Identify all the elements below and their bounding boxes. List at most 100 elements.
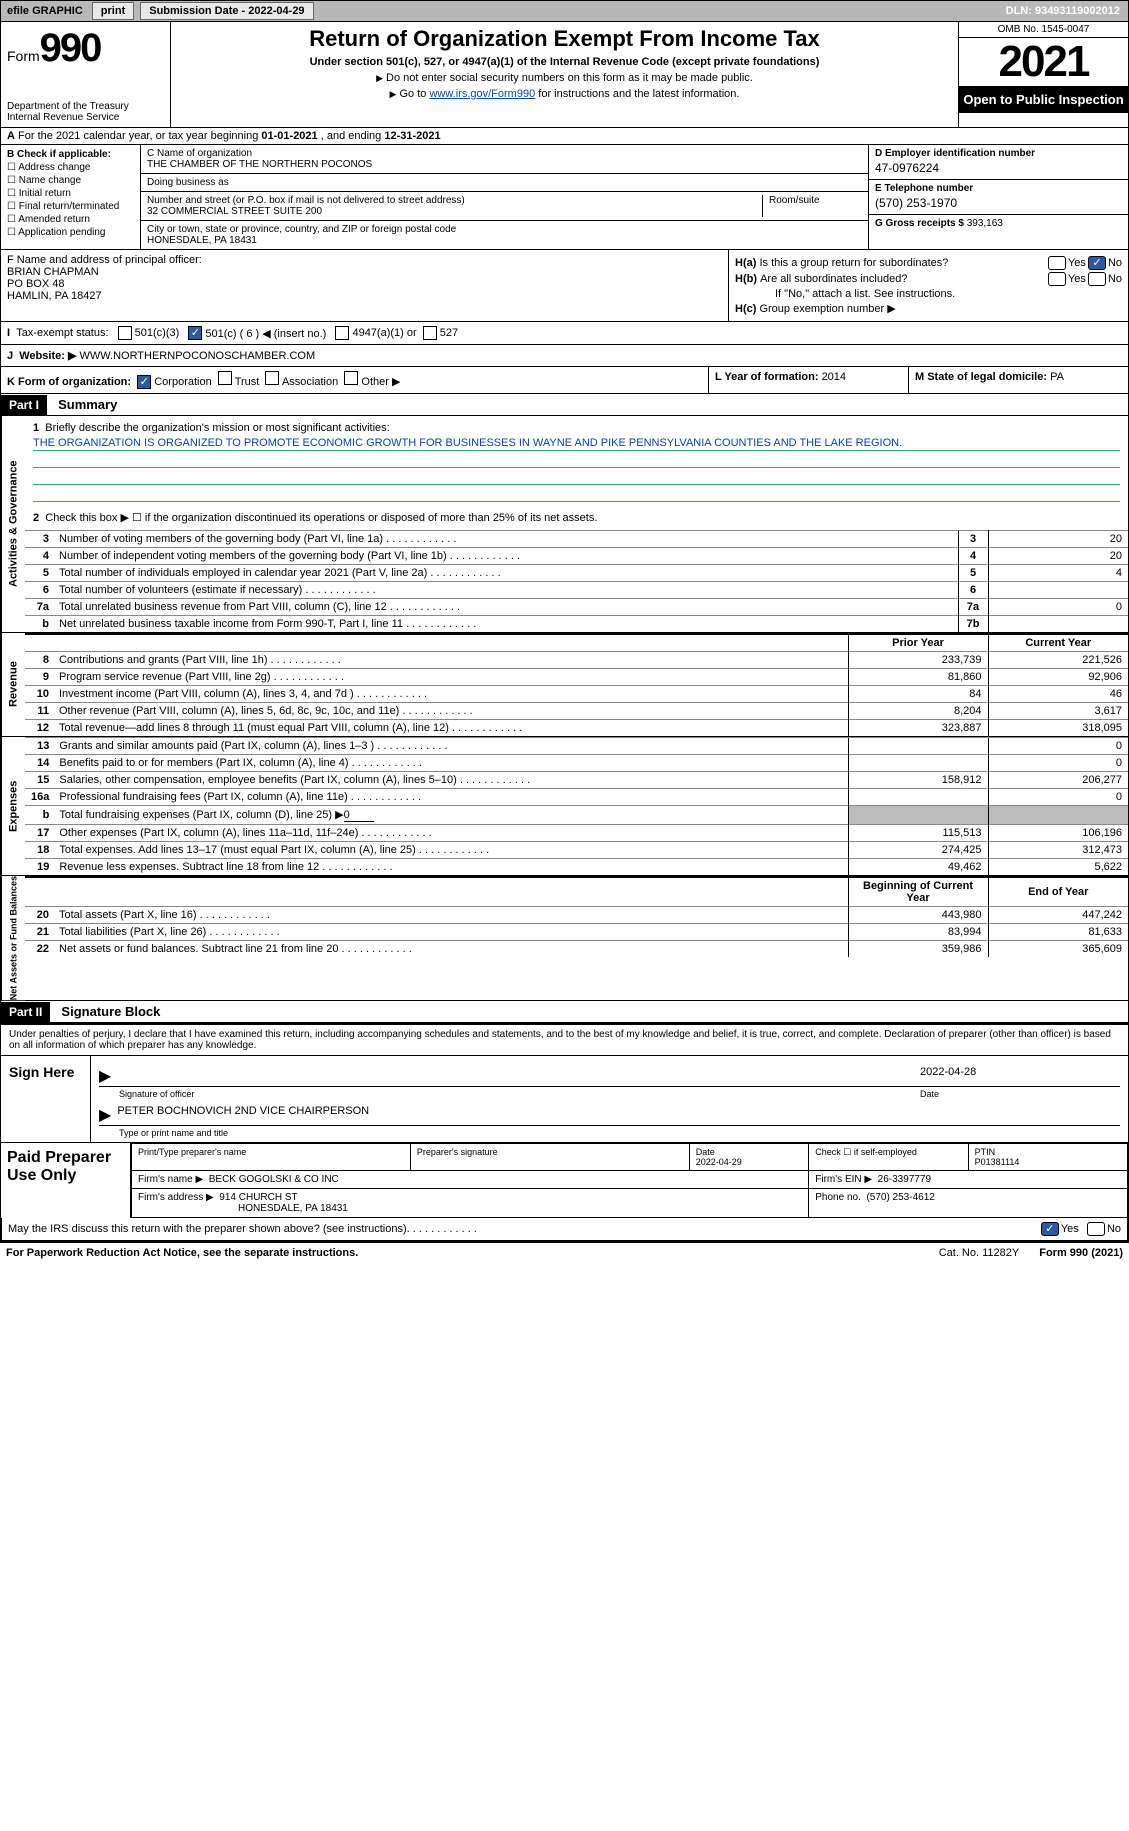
- cb-initial-return[interactable]: ☐ Initial return: [7, 188, 134, 199]
- preparer-block: Paid Preparer Use Only Print/Type prepar…: [1, 1142, 1128, 1218]
- officer-name-label: Type or print name and title: [119, 1128, 1120, 1138]
- firm-addr-label: Firm's address ▶: [138, 1192, 214, 1203]
- firm-addr2: HONESDALE, PA 18431: [238, 1203, 348, 1214]
- dln-box: DLN: 93493119002012: [1006, 5, 1128, 17]
- boy-header: Beginning of Current Year: [848, 877, 988, 907]
- officer-sig-labels: Signature of officer Date: [99, 1089, 1120, 1099]
- print-button[interactable]: print: [92, 2, 134, 20]
- cb-name-change[interactable]: ☐ Name change: [7, 175, 134, 186]
- org-name-label: C Name of organization: [147, 148, 862, 159]
- table-row: 9 Program service revenue (Part VIII, li…: [25, 669, 1128, 686]
- chk-527[interactable]: [423, 326, 437, 340]
- prior-year-header: Prior Year: [848, 634, 988, 652]
- table-row: 3 Number of voting members of the govern…: [25, 531, 1128, 548]
- form-ref: Form 990 (2021): [1039, 1247, 1123, 1259]
- hc-row: H(c) Group exemption number ▶: [735, 302, 1122, 315]
- preparer-row2: Firm's name ▶ BECK GOGOLSKI & CO INC Fir…: [132, 1171, 1128, 1189]
- net-header-row: Beginning of Current Year End of Year: [25, 877, 1128, 907]
- perjury-declaration: Under penalties of perjury, I declare th…: [1, 1025, 1128, 1055]
- table-row: 16aProfessional fundraising fees (Part I…: [25, 789, 1128, 806]
- submission-date-label: Submission Date -: [149, 5, 248, 17]
- firm-phone-label: Phone no.: [815, 1192, 861, 1203]
- officer-sig-line: ▶ 2022-04-28: [99, 1066, 1120, 1087]
- table-row: bTotal fundraising expenses (Part IX, co…: [25, 806, 1128, 825]
- dba-cell: Doing business as: [141, 174, 868, 192]
- block-fh: F Name and address of principal officer:…: [0, 250, 1129, 322]
- goto-note: Go to www.irs.gov/Form990 for instructio…: [179, 88, 950, 100]
- discuss-yes-checkbox[interactable]: [1041, 1222, 1059, 1236]
- opt-trust: Trust: [235, 376, 260, 388]
- part1-header-row: Part I Summary: [0, 394, 1129, 416]
- prep-date-label: Date: [696, 1147, 715, 1157]
- chk-trust[interactable]: [218, 371, 232, 385]
- table-row: 8 Contributions and grants (Part VIII, l…: [25, 652, 1128, 669]
- efile-topbar: efile GRAPHIC print Submission Date - 20…: [0, 0, 1129, 22]
- street-value: 32 COMMERCIAL STREET SUITE 200: [147, 206, 762, 217]
- street-cell: Number and street (or P.O. box if mail i…: [141, 192, 868, 221]
- chk-association[interactable]: [265, 371, 279, 385]
- phone-cell: E Telephone number (570) 253-1970: [869, 180, 1128, 215]
- col-b-checkboxes: B Check if applicable: ☐ Address change …: [1, 145, 141, 249]
- firm-addr1: 914 CHURCH ST: [219, 1192, 297, 1203]
- sign-right: ▶ 2022-04-28 Signature of officer Date ▶…: [91, 1056, 1128, 1142]
- hb-no-checkbox[interactable]: [1088, 272, 1106, 286]
- ssn-note: Do not enter social security numbers on …: [179, 72, 950, 84]
- col-c-org-info: C Name of organization THE CHAMBER OF TH…: [141, 145, 868, 249]
- table-row: 22 Net assets or fund balances. Subtract…: [25, 941, 1128, 958]
- submission-date-value: 2022-04-29: [248, 5, 304, 17]
- form-number: 990: [40, 26, 101, 70]
- form-header: Form990 Department of the Treasury Inter…: [0, 22, 1129, 128]
- net-content: Beginning of Current Year End of Year 20…: [25, 876, 1128, 1000]
- ha-no-checkbox[interactable]: [1088, 256, 1106, 270]
- hb-label: Are all subordinates included?: [760, 273, 1046, 285]
- chk-501c[interactable]: [188, 326, 202, 340]
- tax-status-label: Tax-exempt status:: [16, 327, 108, 339]
- col-f-officer: F Name and address of principal officer:…: [1, 250, 728, 321]
- cb-application-pending[interactable]: ☐ Application pending: [7, 227, 134, 238]
- discuss-yes-label: Yes: [1061, 1223, 1079, 1235]
- mission-text: THE ORGANIZATION IS ORGANIZED TO PROMOTE…: [33, 437, 1120, 451]
- domicile-label: M State of legal domicile:: [915, 371, 1050, 383]
- opt-4947: 4947(a)(1) or: [352, 327, 416, 339]
- table-row: 14Benefits paid to or for members (Part …: [25, 755, 1128, 772]
- side-label-expenses: Expenses: [1, 737, 25, 875]
- section-activities-governance: Activities & Governance 1 Briefly descri…: [0, 416, 1129, 633]
- hb-row: H(b) Are all subordinates included? Yes …: [735, 272, 1122, 286]
- dots-fill: [407, 1223, 477, 1235]
- hb-no-label: No: [1108, 273, 1122, 285]
- ein-label: D Employer identification number: [875, 148, 1035, 159]
- city-value: HONESDALE, PA 18431: [147, 235, 862, 246]
- ptin-value: P01381114: [975, 1157, 1020, 1167]
- irs-form990-link[interactable]: www.irs.gov/Form990: [429, 88, 535, 100]
- chk-501c3[interactable]: [118, 326, 132, 340]
- officer-addr2: HAMLIN, PA 18427: [7, 290, 722, 302]
- hb-yes-checkbox[interactable]: [1048, 272, 1066, 286]
- cb-final-return[interactable]: ☐ Final return/terminated: [7, 201, 134, 212]
- cb-amended-return[interactable]: ☐ Amended return: [7, 214, 134, 225]
- efile-label: efile GRAPHIC: [1, 5, 89, 17]
- cell-m-domicile: M State of legal domicile: PA: [908, 367, 1128, 393]
- paperwork-notice: For Paperwork Reduction Act Notice, see …: [6, 1247, 919, 1259]
- hb-note: If "No," attach a list. See instructions…: [775, 288, 955, 300]
- city-cell: City or town, state or province, country…: [141, 221, 868, 249]
- firm-name-label: Firm's name ▶: [138, 1174, 203, 1185]
- chk-other[interactable]: [344, 371, 358, 385]
- form-subtitle: Under section 501(c), 527, or 4947(a)(1)…: [179, 56, 950, 68]
- table-ag-lines: 3 Number of voting members of the govern…: [25, 530, 1128, 632]
- preparer-table: Print/Type preparer's name Preparer's si…: [131, 1143, 1128, 1218]
- dba-label: Doing business as: [147, 177, 862, 188]
- part1-tag: Part I: [1, 395, 47, 415]
- chk-4947[interactable]: [335, 326, 349, 340]
- treasury-dept: Department of the Treasury: [7, 101, 164, 112]
- table-net-lines: Beginning of Current Year End of Year 20…: [25, 876, 1128, 957]
- tax-year-end: 12-31-2021: [384, 130, 440, 142]
- cb-address-change[interactable]: ☐ Address change: [7, 162, 134, 173]
- table-row: 7a Total unrelated business revenue from…: [25, 599, 1128, 616]
- chk-corporation[interactable]: ✓: [137, 375, 151, 389]
- discuss-no-checkbox[interactable]: [1087, 1222, 1105, 1236]
- street-label: Number and street (or P.O. box if mail i…: [147, 195, 762, 206]
- year-formation-label: L Year of formation:: [715, 371, 822, 383]
- opt-527: 527: [440, 327, 458, 339]
- ha-yes-checkbox[interactable]: [1048, 256, 1066, 270]
- dln-label: DLN:: [1006, 5, 1035, 17]
